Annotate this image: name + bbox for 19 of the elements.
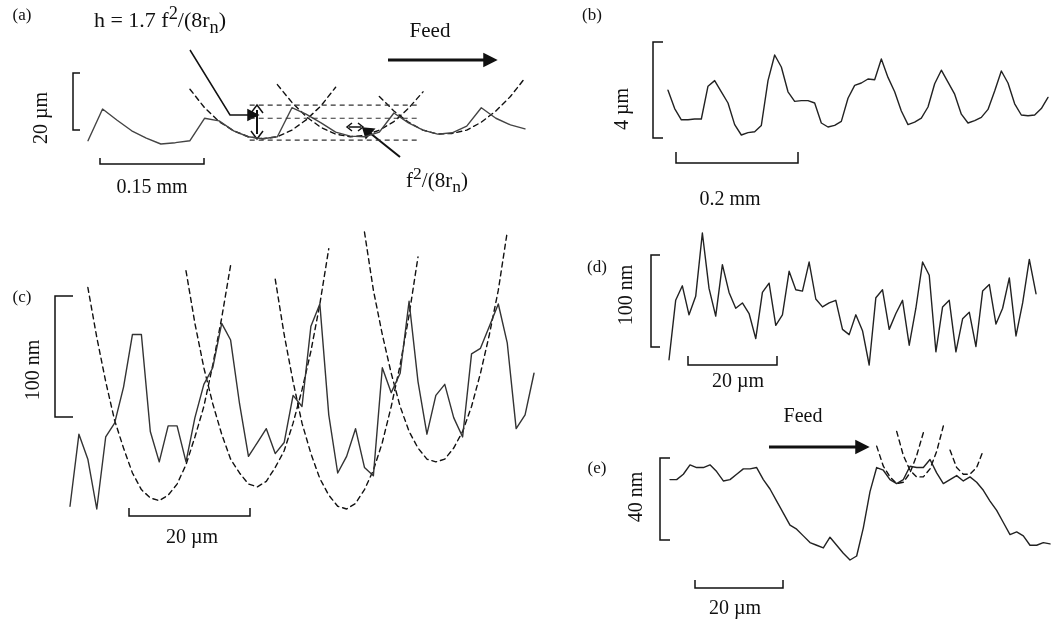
- text: f$^{2}$/(8r$_{n}$): [406, 162, 468, 196]
- text: 100 nm: [21, 339, 43, 401]
- text: (d): [587, 256, 607, 276]
- text: Feed: [409, 17, 451, 42]
- chart-title: (b): [582, 4, 602, 24]
- text: 40 nm: [624, 471, 646, 523]
- text: 20 µm: [711, 369, 765, 391]
- text: 0.15 mm: [116, 175, 188, 197]
- text: 0.2 mm: [699, 187, 761, 209]
- text: h = 1.7 f$^{2}$/(8r$_{n}$): [93, 2, 227, 37]
- text: (c): [12, 286, 32, 306]
- text: 20 µm: [708, 596, 762, 618]
- annotation: Feed: [783, 404, 823, 426]
- text: 100 nm: [614, 264, 636, 326]
- text: 20 µm: [165, 525, 219, 547]
- chart-title: (a): [12, 4, 32, 24]
- text: (e): [587, 457, 607, 477]
- text: 20 µm: [29, 91, 51, 145]
- text: 4 µm: [610, 87, 632, 131]
